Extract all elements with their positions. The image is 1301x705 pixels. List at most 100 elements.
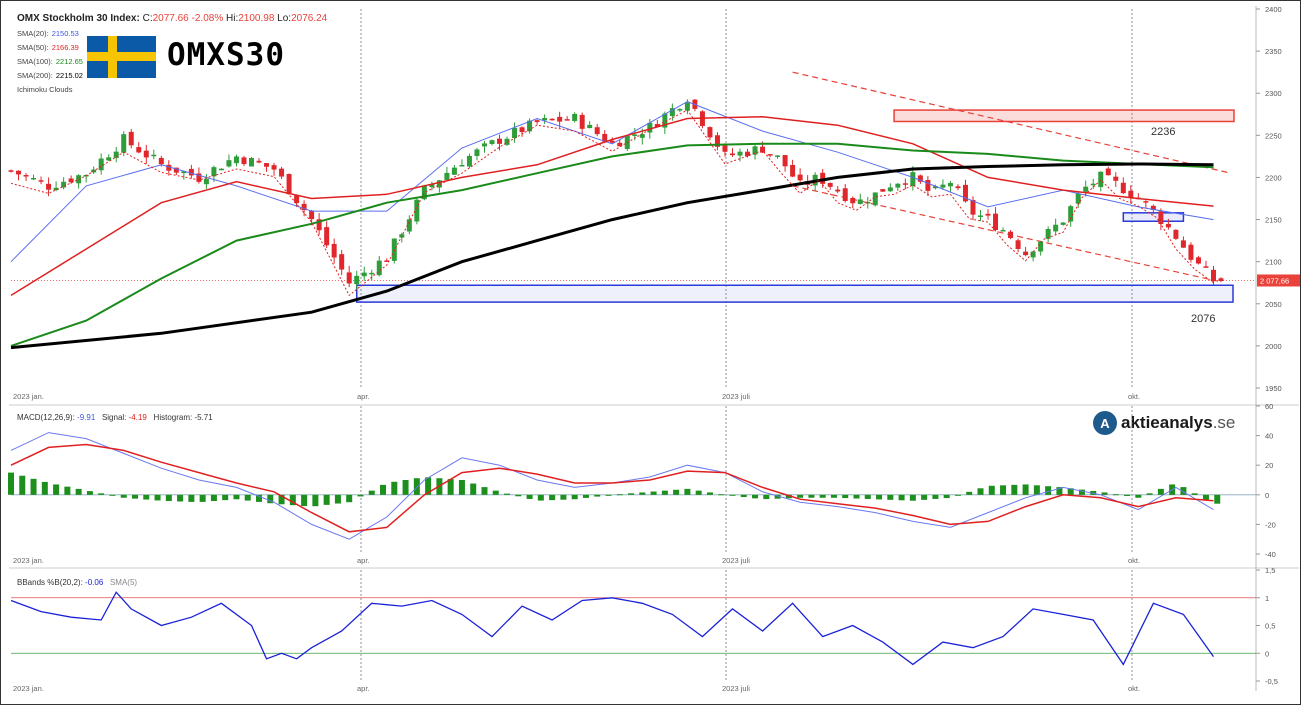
candle-body [264,163,270,167]
candle-body [421,185,427,200]
candle-body [617,142,623,147]
low-label: Lo: [277,13,292,24]
candle-body [955,186,961,189]
histogram-bar [380,484,387,495]
candle-body [1173,229,1179,239]
candle-body [8,170,14,172]
sma100-line [10,142,1214,347]
histogram-bar [537,494,544,501]
candle-body [797,174,803,181]
y-tick-label: -40 [1265,550,1276,559]
candle-body [1203,266,1209,268]
histogram-bar [797,494,804,498]
histogram-bar [19,475,26,495]
histogram-bar [1202,494,1209,500]
histogram-bar [785,494,792,499]
histogram-bar [210,494,217,502]
candle-body [737,151,743,156]
candle-body [752,146,758,155]
bb-percent-line [10,591,1215,666]
histogram-bar [605,494,612,496]
candle-body [1150,205,1156,210]
candle-body [932,186,938,189]
bbands-label: BBands %B(20,2): [17,578,83,587]
candle-body [324,227,330,246]
candle-body [166,164,172,171]
histogram-bar [357,494,364,497]
histogram-bar [582,494,589,498]
histogram-bar [695,490,702,495]
resistance-zone [893,109,1235,123]
x-tick-label: 2023 jan. [13,556,44,565]
y-tick-label: 1,5 [1265,566,1275,575]
candle-body [271,165,277,170]
candle-body [316,219,322,231]
candle-body [549,118,555,121]
histogram-bar [706,492,713,495]
y-tick-label: 2050 [1265,300,1282,309]
histogram-bar [921,494,928,500]
candle-body [218,168,224,171]
indicator-label: SMA(20): [17,29,49,38]
candle-body [474,149,480,157]
macd-line [10,432,1214,540]
candle-body [557,116,563,122]
candle-body [609,140,615,143]
histogram-bar [932,494,939,499]
indicator-legend-item: SMA(50): 2166.39 [17,43,79,52]
y-tick-label: 0,5 [1265,622,1275,631]
candle-body [309,210,315,220]
histogram-bar [132,494,139,499]
histogram-bar [8,472,14,495]
histogram-bar [402,480,409,495]
indicator-value: 2166.39 [51,43,79,52]
candle-body [1023,251,1029,256]
candle-body [970,199,976,215]
y-tick-label: 2400 [1265,5,1282,14]
histogram-bar [718,494,725,496]
histogram-bar [864,494,871,499]
y-tick-label: 2350 [1265,47,1282,56]
histogram-bar [1191,493,1198,495]
x-tick-label: 2023 jan. [13,392,44,401]
candle-body [1210,269,1216,282]
indicator-value: 2215.02 [55,71,83,80]
histogram-bar [447,479,454,495]
histogram-bar [53,484,60,495]
candle-body [233,156,239,164]
histogram-bar [639,492,646,495]
histogram-bar [1101,492,1108,495]
histogram-bar [740,494,747,498]
candle-body [820,172,826,184]
histogram-bar [1214,494,1221,504]
histogram-bar [1011,484,1018,495]
histogram-bar [334,494,341,504]
histogram-bar [729,494,736,496]
histogram-bar [954,494,961,496]
histogram-bar [504,493,511,495]
histogram-bar [1146,493,1153,495]
logo-suffix: .se [1212,413,1236,432]
candle-body [827,182,833,187]
histogram-bar [120,494,127,498]
y-tick-label: 1950 [1265,384,1282,393]
histogram-bar [988,485,995,495]
candle-body [1158,211,1164,225]
histogram-bar [853,494,860,499]
histogram-bar [289,494,296,506]
histogram-bar [752,494,759,499]
candle-body [1105,168,1111,176]
histogram-bar [98,493,105,495]
indicator-value: 2212.65 [55,57,83,66]
bbands-sma-label: SMA(5) [109,578,138,587]
x-tick-label: 2023 juli [722,556,750,565]
candles [8,99,1224,290]
candle-body [917,175,923,182]
y-tick-label: 2150 [1265,216,1282,225]
histogram-bar [943,494,950,499]
indicator-label: Ichimoku Clouds [17,85,73,94]
candle-body [369,272,375,275]
candle-body [46,183,52,190]
histogram-bar [661,490,668,495]
candle-body [714,135,720,147]
